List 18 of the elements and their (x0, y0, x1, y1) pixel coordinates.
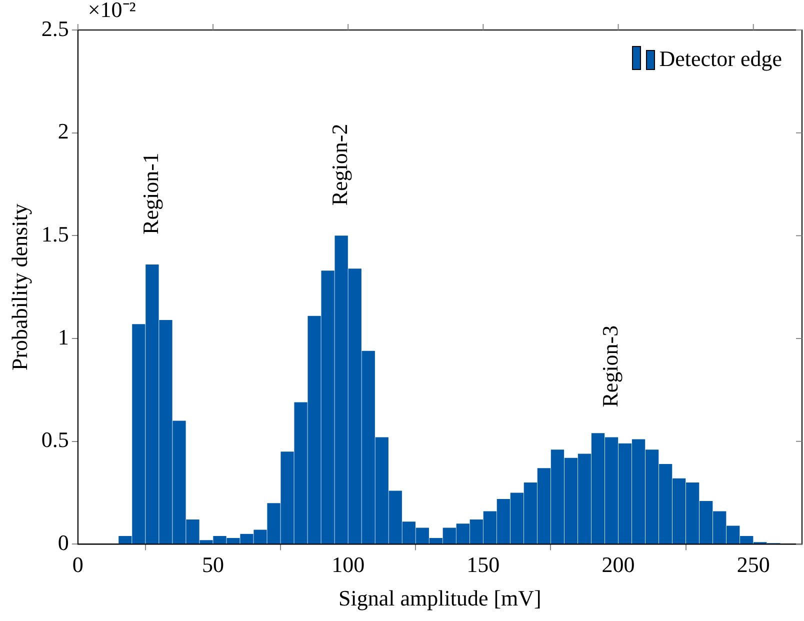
y-tick-label: 2 (58, 118, 69, 144)
x-tick-label: 50 (202, 552, 224, 578)
text: ×10⁻² (88, 0, 136, 22)
y-tick-label: 0 (58, 530, 69, 555)
annotation: Region-1 (138, 152, 163, 234)
y-axis-title: Probability density (6, 204, 32, 371)
x-tick-label: 250 (736, 552, 770, 578)
x-tick-label: 150 (466, 552, 500, 578)
y-tick-label: 1 (58, 324, 69, 350)
annotation: Region-2 (327, 124, 352, 206)
x-tick-label: 100 (332, 552, 365, 578)
x-tick-label: 200 (602, 552, 635, 578)
x-axis-title: Signal amplitude [mV] (338, 586, 542, 611)
annotation: Region-3 (597, 325, 622, 408)
y-tick-label: 0.5 (41, 427, 69, 452)
y-tick-label: 1.5 (41, 221, 69, 246)
legend-label: Detector edge (659, 46, 782, 72)
y-tick-label: 2.5 (41, 16, 69, 41)
